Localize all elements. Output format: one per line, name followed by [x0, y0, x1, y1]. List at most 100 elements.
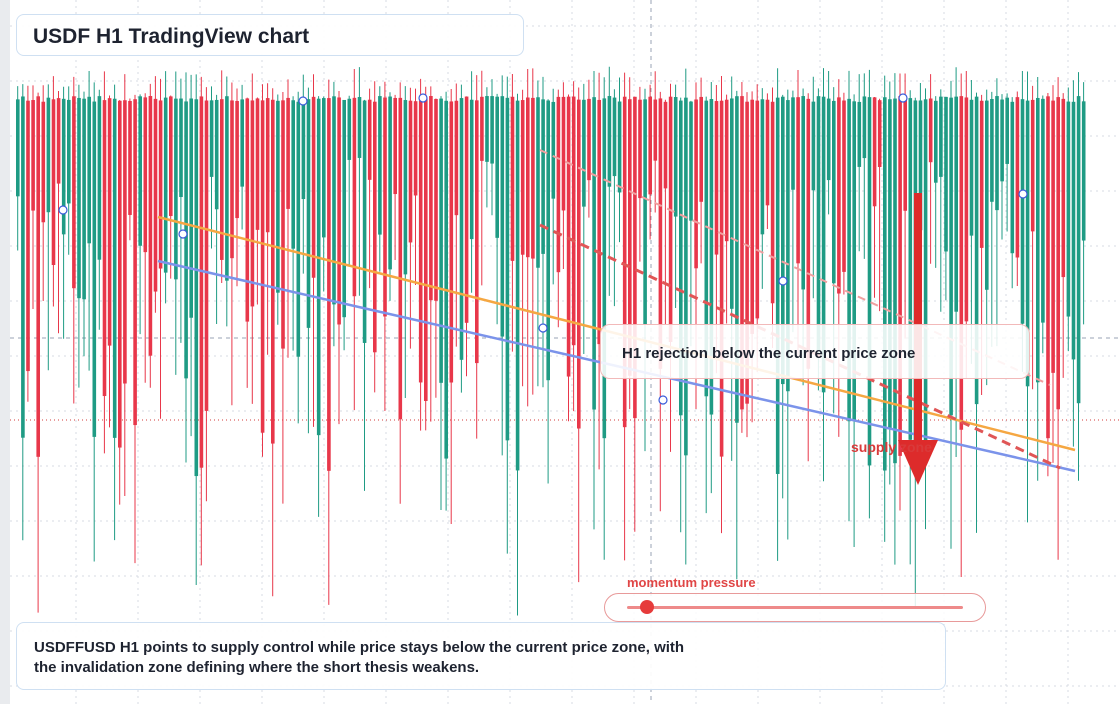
candle-body [663, 101, 668, 189]
rejection-callout: H1 rejection below the current price zon… [600, 324, 1030, 379]
candle-body [485, 96, 489, 162]
candle-body [918, 100, 923, 231]
candle-body [434, 98, 438, 301]
candle-body [301, 99, 306, 200]
candle-body [107, 98, 112, 346]
summary-card: USDFFUSD H1 points to supply control whi… [16, 622, 946, 690]
candle-body [944, 96, 948, 252]
candle-body [985, 100, 989, 290]
candle-body [41, 101, 46, 223]
candle-body [133, 99, 137, 426]
candle-body [373, 101, 377, 353]
candle-body [306, 99, 311, 328]
candle-body [735, 96, 739, 423]
down-arrow-shaft [914, 193, 922, 448]
candle-body [429, 96, 433, 301]
candle-body [1036, 97, 1040, 383]
candle-body [561, 96, 566, 211]
candle-body [612, 97, 617, 177]
candle-body [877, 100, 882, 168]
callout-text: H1 rejection below the current price zon… [622, 345, 916, 362]
candle-body [760, 99, 765, 235]
candle-body [842, 100, 846, 272]
candle-body [214, 99, 219, 210]
candle-body [638, 99, 642, 199]
candle-body [974, 96, 979, 405]
candle-body [362, 100, 367, 343]
candle-body [694, 99, 698, 269]
candle-body [816, 96, 821, 352]
candle-body [87, 96, 91, 244]
candle-body [602, 98, 607, 439]
momentum-slider[interactable] [604, 593, 986, 622]
candle-body [16, 99, 20, 197]
candle-body [622, 96, 627, 428]
candle-body [826, 98, 831, 181]
candle-body [332, 96, 336, 305]
candle-body [148, 96, 153, 356]
chart-title: USDF H1 TradingView chart [33, 25, 310, 48]
candle-body [556, 96, 561, 273]
summary-line-2: the invalidation zone defining where the… [34, 659, 480, 676]
candle-body [311, 96, 316, 278]
candle-body [745, 101, 749, 404]
candle-body [464, 96, 469, 323]
candle-body [995, 96, 999, 211]
candle-body [1020, 99, 1025, 324]
candle-body [265, 98, 270, 233]
candle-body [934, 100, 938, 183]
candle-body [21, 96, 25, 438]
candle-body [138, 96, 142, 246]
candle-body [709, 99, 714, 415]
candle-body [724, 99, 729, 242]
candle-body [679, 100, 683, 416]
candle-body [979, 100, 984, 248]
candle-body [908, 98, 913, 440]
candle-body [689, 101, 693, 221]
candle-body [648, 96, 652, 195]
candle-body [92, 101, 97, 437]
candle-body [367, 99, 372, 180]
candle-body [408, 100, 413, 243]
candle-body [668, 96, 673, 343]
candle-body [684, 97, 688, 456]
candle-body [832, 100, 836, 284]
candle-body [424, 98, 428, 401]
candle-body [730, 98, 734, 309]
swing-marker [778, 276, 788, 286]
candle-body [791, 97, 795, 190]
candle-body [276, 100, 280, 293]
candle-body [296, 101, 301, 357]
candle-body [174, 98, 178, 280]
candle-body [821, 96, 826, 393]
candle-body [143, 97, 148, 253]
candle-body [235, 100, 239, 219]
candle-body [1056, 97, 1060, 410]
candle-body [796, 97, 800, 264]
momentum-slider-knob[interactable] [640, 600, 655, 614]
swing-marker [658, 395, 668, 405]
candle-body [102, 100, 107, 397]
candle-body [786, 100, 790, 392]
candle-body [847, 98, 851, 422]
candle-body [118, 100, 122, 448]
candle-body [347, 98, 352, 160]
candle-body [61, 98, 66, 235]
candle-body [699, 96, 703, 202]
candle-body [26, 100, 30, 372]
candle-body [1071, 101, 1076, 360]
momentum-label: momentum pressure [627, 575, 756, 590]
candle-body [220, 99, 224, 260]
candle-body [398, 97, 403, 420]
candle-body [520, 100, 525, 255]
candle-body [883, 97, 887, 471]
candle-body [56, 98, 61, 184]
candle-body [352, 97, 357, 297]
candle-body [801, 96, 805, 290]
candle-body [112, 98, 117, 438]
swing-marker [898, 93, 908, 103]
candle-body [245, 98, 250, 322]
candle-body [617, 101, 622, 193]
candle-body [750, 99, 754, 334]
